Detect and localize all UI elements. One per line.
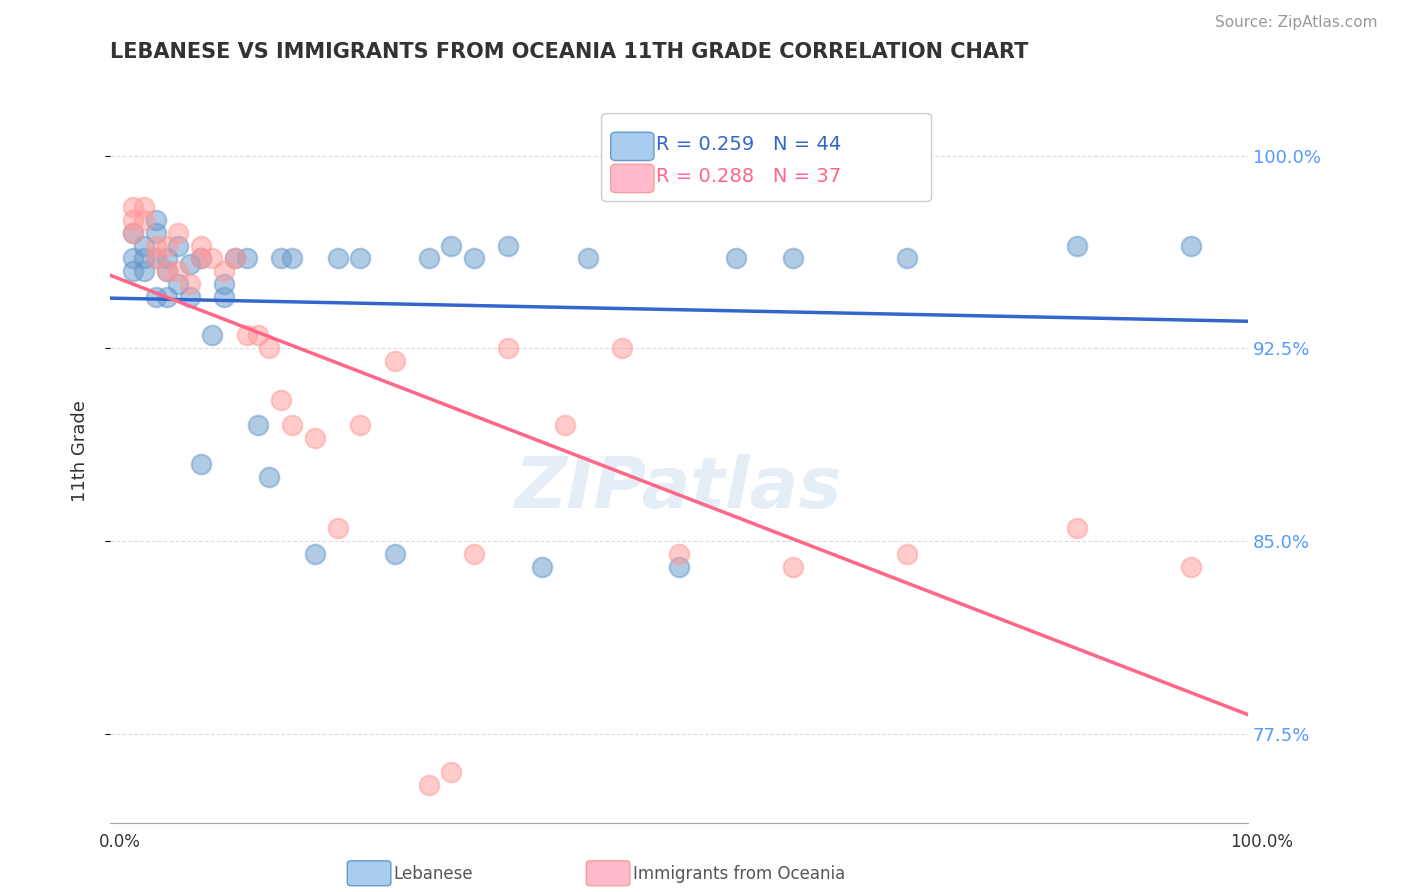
Point	[134, 252, 156, 266]
Point	[121, 252, 143, 266]
Point	[1180, 238, 1202, 252]
Point	[156, 238, 179, 252]
Point	[440, 765, 463, 780]
Point	[190, 238, 212, 252]
Point	[167, 226, 190, 240]
Text: ZIPatlas: ZIPatlas	[515, 454, 842, 523]
Point	[246, 328, 269, 343]
Point	[121, 226, 143, 240]
Point	[134, 200, 156, 214]
Point	[349, 252, 371, 266]
Point	[235, 252, 257, 266]
Text: R = 0.259   N = 44: R = 0.259 N = 44	[657, 135, 841, 153]
Point	[326, 521, 349, 535]
Text: 100.0%: 100.0%	[1230, 833, 1294, 851]
Point	[498, 341, 520, 355]
Point	[724, 252, 747, 266]
Point	[121, 226, 143, 240]
Point	[554, 418, 576, 433]
Point	[235, 328, 257, 343]
Point	[190, 457, 212, 471]
Point	[304, 431, 326, 445]
Point	[270, 392, 292, 407]
Point	[224, 252, 246, 266]
FancyBboxPatch shape	[602, 113, 932, 202]
Point	[259, 469, 281, 483]
Point	[134, 212, 156, 227]
Point	[782, 559, 804, 574]
Point	[384, 354, 406, 368]
Point	[156, 264, 179, 278]
Point	[167, 277, 190, 291]
Point	[498, 238, 520, 252]
Point	[463, 547, 485, 561]
Text: LEBANESE VS IMMIGRANTS FROM OCEANIA 11TH GRADE CORRELATION CHART: LEBANESE VS IMMIGRANTS FROM OCEANIA 11TH…	[110, 42, 1028, 62]
Point	[156, 252, 179, 266]
Point	[668, 559, 690, 574]
Point	[782, 252, 804, 266]
Point	[304, 547, 326, 561]
Point	[179, 256, 201, 270]
Point	[134, 238, 156, 252]
Point	[259, 341, 281, 355]
Point	[190, 252, 212, 266]
Point	[610, 341, 633, 355]
Point	[384, 547, 406, 561]
Point	[326, 252, 349, 266]
Point	[156, 290, 179, 304]
Point	[145, 212, 167, 227]
Point	[201, 328, 224, 343]
Point	[440, 238, 463, 252]
FancyBboxPatch shape	[610, 132, 654, 161]
Point	[201, 252, 224, 266]
Point	[349, 418, 371, 433]
Point	[281, 252, 304, 266]
Point	[270, 252, 292, 266]
Point	[121, 264, 143, 278]
Point	[145, 226, 167, 240]
Point	[167, 238, 190, 252]
Point	[896, 252, 918, 266]
Point	[1066, 521, 1088, 535]
Point	[145, 252, 167, 266]
Point	[212, 264, 235, 278]
Point	[190, 252, 212, 266]
Point	[121, 200, 143, 214]
Point	[531, 559, 554, 574]
Point	[212, 277, 235, 291]
Text: R = 0.288   N = 37: R = 0.288 N = 37	[657, 168, 841, 186]
Point	[145, 238, 167, 252]
Point	[179, 277, 201, 291]
Y-axis label: 11th Grade: 11th Grade	[72, 401, 89, 502]
Point	[418, 778, 440, 792]
Point	[281, 418, 304, 433]
Point	[418, 252, 440, 266]
Point	[121, 212, 143, 227]
Point	[1180, 559, 1202, 574]
Point	[134, 264, 156, 278]
Point	[463, 252, 485, 266]
Point	[145, 252, 167, 266]
FancyBboxPatch shape	[610, 164, 654, 193]
Point	[224, 252, 246, 266]
Text: Immigrants from Oceania: Immigrants from Oceania	[633, 865, 845, 883]
Text: Lebanese: Lebanese	[394, 865, 474, 883]
Point	[156, 264, 179, 278]
Text: 0.0%: 0.0%	[98, 833, 141, 851]
Point	[896, 547, 918, 561]
Point	[246, 418, 269, 433]
Point	[179, 290, 201, 304]
Point	[1066, 238, 1088, 252]
Point	[668, 547, 690, 561]
Point	[167, 264, 190, 278]
Point	[576, 252, 599, 266]
Point	[212, 290, 235, 304]
Point	[145, 290, 167, 304]
Text: Source: ZipAtlas.com: Source: ZipAtlas.com	[1215, 15, 1378, 29]
